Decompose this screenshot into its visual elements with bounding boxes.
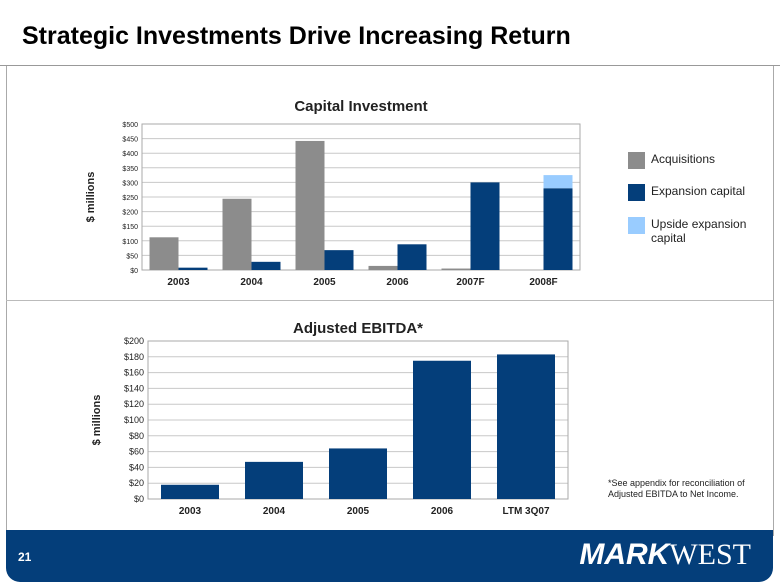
chart-title: Adjusted EBITDA* [293, 320, 423, 337]
y-tick-label: $20 [129, 478, 144, 488]
legend-swatch [628, 152, 645, 169]
bar-ebitda [329, 448, 387, 499]
y-tick-label: $0 [130, 268, 138, 275]
legend-swatch [628, 184, 645, 201]
logo-regular: WEST [669, 538, 751, 571]
y-tick-label: $60 [129, 447, 144, 457]
bar-upside-expansion [543, 175, 573, 189]
legend-expansion: Expansion capital [628, 184, 768, 201]
x-tick-label: 2008F [529, 277, 557, 288]
bar-acquisitions [441, 268, 471, 270]
y-tick-label: $250 [122, 195, 138, 202]
bar-expansion-capital [178, 267, 208, 270]
bar-expansion-capital [251, 261, 281, 270]
y-tick-label: $150 [122, 224, 138, 231]
y-tick-label: $100 [122, 239, 138, 246]
footnote: *See appendix for reconciliation of Adju… [608, 478, 745, 499]
logo-bold: MARK [579, 538, 670, 571]
footer-bar: 21 MARKWEST [6, 530, 773, 582]
x-tick-label: 2005 [313, 277, 336, 288]
y-tick-label: $180 [124, 352, 144, 362]
legend-label: Upside expansion capital [651, 217, 747, 245]
y-tick-label: $40 [129, 462, 144, 472]
y-axis-label: $ millions [85, 172, 97, 223]
bar-expansion-capital [470, 182, 500, 270]
x-tick-label: 2006 [386, 277, 409, 288]
x-tick-label: 2003 [179, 506, 202, 517]
x-tick-label: LTM 3Q07 [502, 506, 549, 517]
bar-ebitda [497, 354, 555, 499]
y-tick-label: $350 [122, 166, 138, 173]
legend-acquisitions: Acquisitions [628, 152, 768, 169]
bar-ebitda [245, 461, 303, 499]
y-tick-label: $160 [124, 368, 144, 378]
bar-expansion-capital [543, 188, 573, 270]
y-tick-label: $50 [126, 253, 138, 260]
legend-upside: Upside expansion capital [628, 217, 753, 245]
y-tick-label: $120 [124, 399, 144, 409]
x-tick-label: 2004 [263, 506, 286, 517]
legend-swatch [628, 217, 645, 234]
y-tick-label: $200 [124, 336, 144, 346]
page-number: 21 [18, 550, 32, 564]
x-tick-label: 2006 [431, 506, 454, 517]
legend-label: Acquisitions [651, 152, 716, 166]
bar-acquisitions [222, 198, 252, 270]
y-axis-label: $ millions [91, 395, 103, 446]
x-tick-label: 2003 [167, 277, 190, 288]
chart-divider [6, 300, 773, 301]
y-tick-label: $0 [134, 494, 144, 504]
slide-title: Strategic Investments Drive Increasing R… [22, 22, 571, 50]
x-tick-label: 2005 [347, 506, 370, 517]
bar-ebitda [161, 484, 219, 499]
title-divider [0, 65, 780, 66]
markwest-logo: MARKWEST [579, 538, 751, 572]
y-tick-label: $100 [124, 415, 144, 425]
content-frame [6, 66, 774, 536]
y-tick-label: $80 [129, 431, 144, 441]
bar-acquisitions [295, 140, 325, 270]
y-tick-label: $400 [122, 151, 138, 158]
y-tick-label: $140 [124, 383, 144, 393]
x-tick-label: 2004 [240, 277, 263, 288]
bar-expansion-capital [324, 250, 354, 270]
bar-ebitda [413, 360, 471, 499]
y-tick-label: $450 [122, 137, 138, 144]
y-tick-label: $300 [122, 180, 138, 187]
x-tick-label: 2007F [456, 277, 484, 288]
chart-title: Capital Investment [294, 98, 427, 115]
bar-acquisitions [368, 265, 398, 270]
bar-expansion-capital [397, 244, 427, 270]
plot-area [141, 123, 581, 271]
y-tick-label: $200 [122, 210, 138, 217]
legend-label: Expansion capital [651, 184, 746, 198]
bar-acquisitions [149, 237, 179, 270]
y-tick-label: $500 [122, 122, 138, 129]
